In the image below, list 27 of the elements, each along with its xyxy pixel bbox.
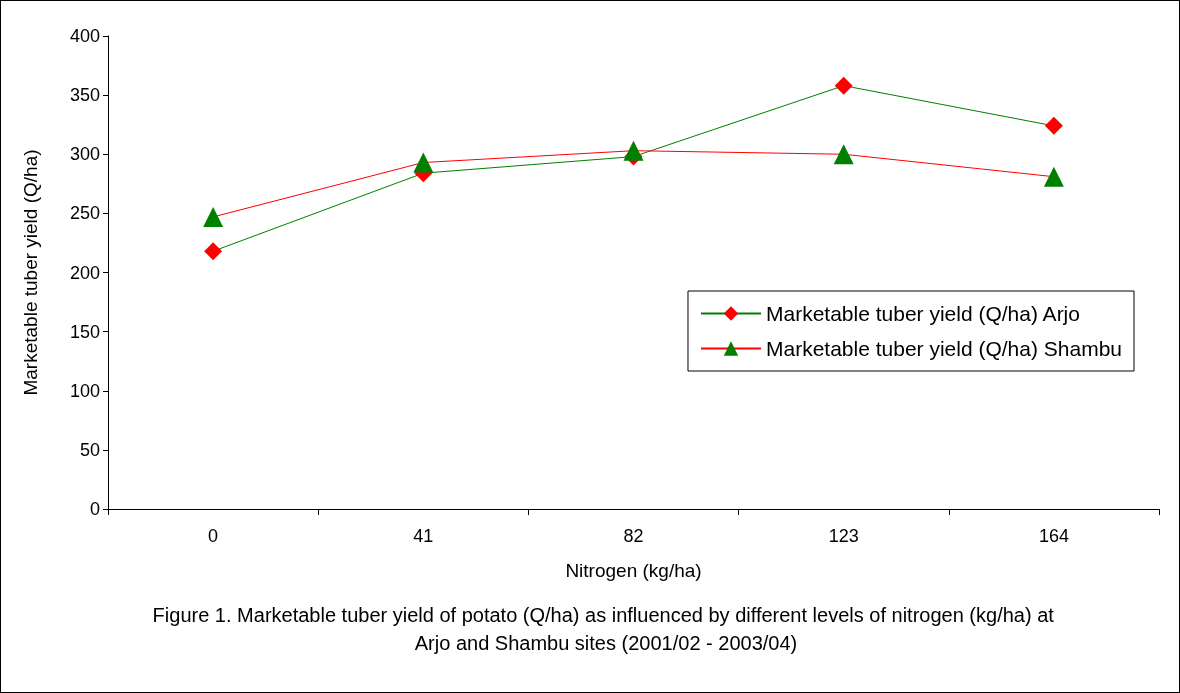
point bbox=[623, 140, 644, 161]
y-tick-label: 200 bbox=[69, 262, 100, 283]
y-tick-label: 250 bbox=[69, 203, 100, 224]
legend-label: Marketable tuber yield (Q/ha) Shambu bbox=[765, 337, 1123, 360]
point bbox=[203, 206, 224, 227]
point bbox=[204, 242, 223, 261]
point bbox=[833, 144, 854, 165]
legend-label: Marketable tuber yield (Q/ha) Arjo bbox=[765, 302, 1080, 325]
x-tick-label: 123 bbox=[828, 526, 859, 546]
y-tick-label: 100 bbox=[69, 380, 100, 401]
x-tick-label: 164 bbox=[1038, 526, 1069, 546]
point bbox=[1043, 166, 1064, 187]
y-tick-label: 0 bbox=[89, 499, 100, 519]
caption: Figure 1. Marketable tuber yield of potato (Q/ha) as influenced by different levels of nitrogen (kg/ha) at Arjo and Shambu sites (2001/02 - 2003/04) bbox=[152, 604, 1060, 654]
point bbox=[413, 152, 434, 173]
x-tick-label: 41 bbox=[413, 526, 434, 546]
y-tick-label: 350 bbox=[69, 85, 100, 106]
y-tick-label: 300 bbox=[69, 144, 100, 165]
x-axis-title: Nitrogen (kg/ha) bbox=[565, 560, 702, 581]
x-tick-label: 0 bbox=[208, 526, 219, 546]
y-tick-label: 50 bbox=[79, 439, 100, 460]
y-axis-title: Marketable tuber yield (Q/ha) bbox=[20, 149, 41, 396]
point bbox=[1044, 116, 1063, 135]
point bbox=[834, 76, 853, 95]
y-tick-label: 150 bbox=[69, 321, 100, 342]
y-tick-label: 400 bbox=[69, 26, 100, 46]
x-tick-label: 82 bbox=[623, 526, 644, 546]
